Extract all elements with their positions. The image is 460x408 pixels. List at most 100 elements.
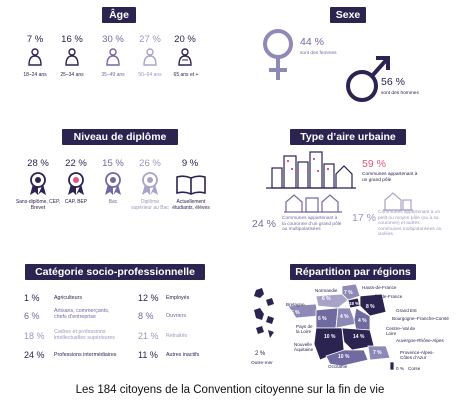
person-icon <box>178 48 192 66</box>
diplome-pct: 15 % <box>102 158 124 169</box>
award-ribbon-icon <box>30 172 46 195</box>
region-value: 18 % <box>349 301 360 306</box>
region-label: Centre–Val de Loire <box>386 326 416 336</box>
csp-pct: 11 % <box>138 350 158 360</box>
csp-label: Employés <box>166 295 190 301</box>
diplome-label: Actuellement étudiants, élèves <box>172 199 210 211</box>
diplome-pct: 22 % <box>65 158 87 169</box>
csp-pct: 18 % <box>24 331 45 341</box>
csp-pct: 6 % <box>24 311 40 321</box>
region-value: 5 % <box>291 310 300 316</box>
award-ribbon-icon <box>68 172 84 195</box>
age-pct: 27 % <box>139 34 161 45</box>
region-value: 14 % <box>353 334 365 340</box>
award-ribbon-icon <box>105 172 121 195</box>
urbain-label-petit-pole: Communes appartenant à un petit ou moyen… <box>378 210 442 238</box>
female-symbol-icon <box>263 29 293 80</box>
diplome-label: Bac <box>108 199 118 205</box>
femmes-pct: 44 % <box>300 36 324 48</box>
region-label: Bretagne <box>286 302 305 307</box>
diplome-label: CAP, BEP <box>64 199 88 205</box>
region-value: 10 % <box>338 354 350 360</box>
person-icon <box>143 48 157 66</box>
region-label: Provence-Alpes-Côtes d’Azur <box>400 350 434 360</box>
region-label: Hauts-de-France <box>362 285 397 290</box>
sexe-header: Sexe <box>330 7 366 23</box>
region-label: Pays de la Loire <box>296 324 313 334</box>
region-value: 7 % <box>344 290 353 296</box>
region-value: 6 % <box>318 316 327 322</box>
csp-pct: 21 % <box>138 331 159 341</box>
person-icon <box>28 48 42 66</box>
csp-label: Artisans, commerçants, chefs d’entrepris… <box>54 308 110 320</box>
outremer-map <box>254 288 274 338</box>
csp-label: Retraités <box>166 333 188 339</box>
age-pct: 20 % <box>174 34 196 45</box>
diplome-label: Diplôme supérieur au Bac <box>131 199 169 211</box>
region-occitanie <box>325 349 369 367</box>
region-label: Nouvelle Aquitaine <box>294 342 314 352</box>
diplome-label: Sans-diplôme, CEP, Brevet <box>15 199 61 211</box>
age-label: 18–24 ans <box>23 72 47 78</box>
person-icon <box>106 48 120 66</box>
region-hauts-de-france <box>341 283 361 301</box>
person-icon <box>65 48 79 66</box>
age-pct: 30 % <box>102 34 124 45</box>
region-label: Auvergne-Rhône-Alpes <box>396 338 444 343</box>
small-house-icon <box>383 192 413 211</box>
region-label: Grand Est <box>396 308 417 313</box>
age-pct: 16 % <box>61 34 83 45</box>
region-auvergne <box>341 327 375 351</box>
region-value: 7 % <box>373 350 382 356</box>
caption: Les 184 citoyens de la Convention citoye… <box>75 384 385 396</box>
csp-pct: 24 % <box>24 350 45 360</box>
region-value: 4 % <box>358 318 367 324</box>
city-skyline-icon <box>266 151 356 189</box>
diplome-pct: 28 % <box>27 158 49 169</box>
region-value-corse: 0 % <box>396 366 404 371</box>
diplome-header: Niveau de diplôme <box>62 129 178 145</box>
age-label: 50–64 ans <box>138 72 162 78</box>
france-regions-map <box>287 283 395 371</box>
csp-label: Professions intermédiaires <box>54 352 117 358</box>
region-value: 10 % <box>324 334 336 340</box>
region-label: Île-de-France <box>375 294 403 299</box>
region-label: Corse <box>408 366 421 371</box>
age-pct: 7 % <box>26 34 44 45</box>
regions-header: Répartition par régions <box>290 264 416 280</box>
urbain-label-grand-pole: Communes appartenant à un grand pôle <box>362 172 418 183</box>
region-corse <box>389 361 395 371</box>
csp-label: Cadres et professions intellectuelles su… <box>54 329 115 341</box>
region-value: 8 % <box>366 304 375 310</box>
csp-label: Agriculteurs <box>54 295 82 301</box>
award-ribbon-icon <box>142 172 158 195</box>
region-label: Bourgogne–Franche-Comté <box>392 316 449 321</box>
age-label: 35–49 ans <box>101 72 125 78</box>
region-normandie <box>315 293 349 309</box>
csp-pct: 8 % <box>138 311 154 321</box>
age-header: Âge <box>102 7 136 23</box>
diplome-pct: 9 % <box>181 158 199 169</box>
region-paca <box>367 345 391 361</box>
open-book-icon <box>176 175 206 195</box>
region-value: 6 % <box>322 296 331 302</box>
urbain-header: Type d’aire urbaine <box>290 129 406 145</box>
femmes-label: sont des femmes <box>300 51 337 56</box>
csp-label: Autres inactifs <box>166 352 200 358</box>
csp-pct: 12 % <box>138 293 159 303</box>
region-label: Occitanie <box>328 364 348 369</box>
diplome-pct: 26 % <box>139 158 161 169</box>
age-label: 65 ans et + <box>173 72 199 78</box>
region-value: 4 % <box>340 314 349 320</box>
urbain-label-couronne: Communes appartenant à la couronne d’un … <box>282 216 342 233</box>
urbain-pct-petit-pole: 17 % <box>352 212 376 224</box>
csp-header: Catégorie socio-professionnelle <box>25 264 205 280</box>
region-grand-est <box>359 293 387 317</box>
outremer-label: Outre-mer <box>251 361 273 366</box>
region-label: Normandie <box>315 288 338 293</box>
male-symbol-icon <box>346 56 390 102</box>
hommes-pct: 56 % <box>381 76 405 88</box>
age-label: 25–34 ans <box>60 72 84 78</box>
csp-pct: 1 % <box>24 293 40 303</box>
houses-icon <box>284 194 342 213</box>
